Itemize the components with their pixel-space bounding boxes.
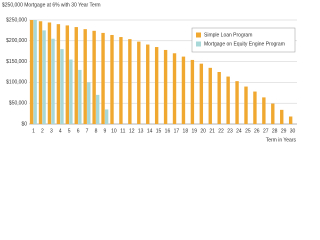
bar (172, 53, 177, 124)
y-tick-label: $150,000 (6, 59, 27, 65)
bar (163, 49, 168, 125)
bar (33, 20, 37, 124)
bar (280, 109, 284, 124)
legend-swatch (196, 41, 201, 47)
x-tick-label: 5 (68, 128, 71, 134)
x-tick-label: 27 (263, 128, 269, 134)
x-tick-label: 1 (32, 128, 35, 134)
x-tick-label: 25 (245, 128, 251, 134)
bar (51, 38, 55, 124)
bar (146, 44, 150, 124)
bar (208, 67, 212, 124)
x-tick-label: 17 (174, 128, 180, 134)
x-tick-label: 26 (254, 128, 260, 134)
bar (101, 32, 105, 125)
x-tick-label: 12 (129, 128, 135, 134)
bar (271, 103, 275, 124)
bar (96, 94, 100, 124)
bar (128, 39, 132, 124)
bar (104, 109, 109, 124)
x-tick-label: 9 (104, 128, 107, 134)
bar (226, 76, 230, 124)
bar (78, 69, 82, 124)
x-tick-label: 4 (59, 128, 62, 134)
bar (65, 25, 70, 124)
legend-label: Simple Loan Program (204, 32, 252, 38)
y-tick-label: $250,000 (6, 17, 27, 23)
legend-swatch (196, 32, 201, 38)
bar (83, 29, 87, 124)
bar (190, 59, 195, 124)
x-tick-label: 29 (281, 128, 287, 134)
bar (137, 41, 141, 124)
x-tick-label: 7 (86, 128, 89, 134)
y-tick-label: $0 (21, 121, 27, 127)
x-tick-label: 11 (120, 128, 125, 134)
x-tick-label: 10 (111, 128, 117, 134)
bar (92, 30, 96, 124)
bar (262, 97, 266, 124)
bar (60, 49, 64, 125)
bar (235, 81, 239, 124)
x-tick-label: 3 (50, 128, 53, 134)
bar (87, 82, 91, 124)
x-tick-label: 18 (183, 128, 189, 134)
bar (199, 63, 204, 124)
x-tick-label: 22 (218, 128, 224, 134)
x-tick-label: 19 (191, 128, 197, 134)
y-tick-label: $100,000 (6, 80, 27, 86)
x-tick-label: 21 (209, 128, 215, 134)
x-tick-label: 24 (236, 128, 242, 134)
bar (288, 116, 293, 124)
x-tick-label: 15 (156, 128, 162, 134)
x-tick-label: 13 (138, 128, 144, 134)
x-tick-label: 6 (77, 128, 80, 134)
bar (42, 30, 46, 124)
bar (56, 24, 61, 124)
x-tick-label: 14 (147, 128, 153, 134)
bar (154, 47, 159, 124)
legend-box (191, 27, 296, 53)
bar (253, 91, 257, 124)
legend-label: Mortgage on Equity Engine Program (204, 41, 285, 47)
bar (181, 56, 186, 124)
x-tick-label: 20 (200, 128, 206, 134)
y-tick-label: $200,000 (6, 38, 27, 44)
chart: $250,000 Mortgage at 6% with 30 Year Ter… (2, 2, 297, 143)
chart-title: $250,000 Mortgage at 6% with 30 Year Ter… (2, 2, 101, 8)
bar (69, 59, 73, 124)
x-axis-label: Term in Years (266, 137, 297, 143)
bar (38, 21, 43, 124)
x-tick-label: 2 (41, 128, 44, 134)
y-tick-label: $50,000 (9, 101, 27, 107)
bar (110, 34, 114, 125)
x-tick-label: 28 (272, 128, 278, 134)
bar (74, 27, 78, 125)
bar (47, 22, 52, 124)
x-tick-label: 23 (227, 128, 233, 134)
x-tick-label: 30 (290, 128, 296, 134)
page: $250,000 Mortgage at 6% with 30 Year Ter… (2, 2, 297, 144)
bar (29, 20, 34, 124)
bar (217, 72, 221, 124)
bar (119, 37, 123, 124)
bar (244, 86, 248, 124)
x-tick-label: 16 (165, 128, 171, 134)
x-tick-label: 8 (95, 128, 98, 134)
